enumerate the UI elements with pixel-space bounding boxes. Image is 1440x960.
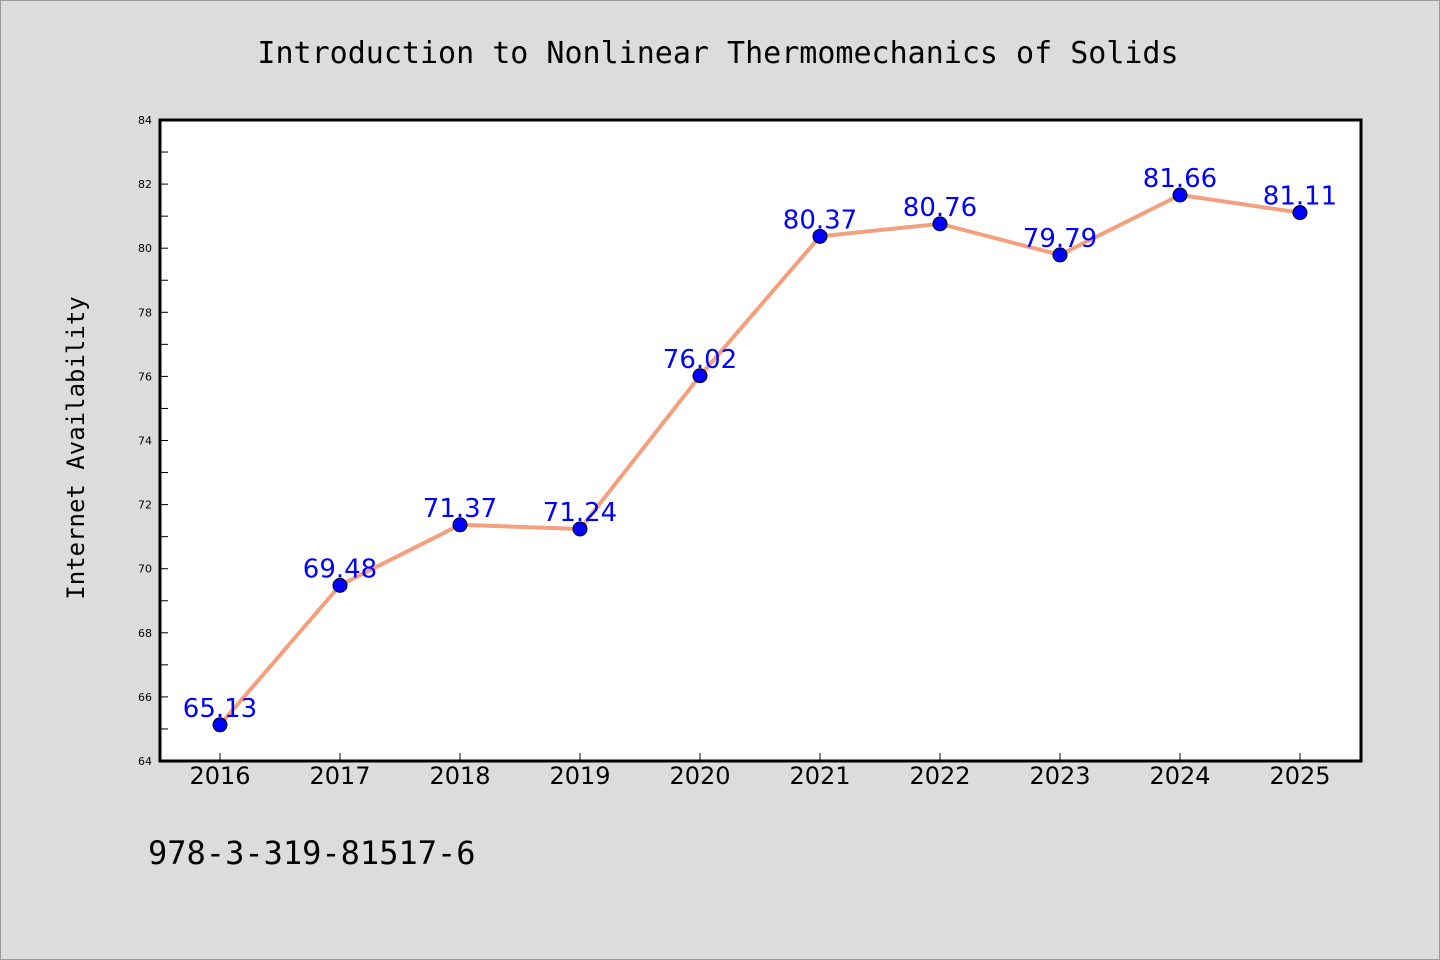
data-label: 81.66 bbox=[1143, 164, 1217, 194]
x-tick-label: 2022 bbox=[909, 762, 970, 790]
y-tick-label: 76 bbox=[138, 370, 152, 383]
data-point bbox=[452, 517, 468, 533]
y-tick-label: 66 bbox=[138, 691, 152, 704]
x-axis-ticks: 2016 2017 2018 2019 2020 2021 2022 2023 2024 2025 bbox=[189, 753, 1331, 790]
x-tick-label: 2024 bbox=[1149, 762, 1210, 790]
data-label: 71.37 bbox=[423, 494, 497, 524]
series-markers bbox=[212, 187, 1308, 733]
data-label: 79.79 bbox=[1023, 224, 1097, 254]
data-point bbox=[932, 216, 948, 232]
y-tick-label: 68 bbox=[138, 627, 152, 640]
footer-isbn: 978-3-319-81517-6 bbox=[148, 834, 476, 872]
x-tick-label: 2020 bbox=[669, 762, 730, 790]
y-tick-label: 70 bbox=[138, 563, 152, 576]
x-tick-label: 2019 bbox=[549, 762, 610, 790]
data-label: 80.37 bbox=[783, 205, 857, 235]
data-point bbox=[812, 228, 828, 244]
data-point bbox=[332, 577, 348, 593]
x-tick-label: 2021 bbox=[789, 762, 850, 790]
data-point bbox=[1052, 247, 1068, 263]
y-axis-label: Internet Availability bbox=[62, 296, 90, 599]
x-tick-label: 2025 bbox=[1269, 762, 1330, 790]
data-point bbox=[692, 368, 708, 384]
y-tick-label: 82 bbox=[138, 178, 152, 191]
plot-border bbox=[158, 118, 1363, 763]
y-tick-label: 64 bbox=[138, 755, 152, 768]
y-tick-label: 84 bbox=[138, 114, 152, 127]
data-label: 81.11 bbox=[1263, 182, 1337, 212]
y-tick-label: 80 bbox=[138, 242, 152, 255]
data-point bbox=[212, 717, 228, 733]
x-tick-label: 2023 bbox=[1029, 762, 1090, 790]
y-tick-label: 78 bbox=[138, 306, 152, 319]
data-label: 69.48 bbox=[303, 554, 377, 584]
data-label: 71.24 bbox=[543, 498, 617, 528]
data-label: 65.13 bbox=[183, 694, 257, 724]
y-tick-label: 74 bbox=[138, 435, 152, 448]
data-label: 80.76 bbox=[903, 193, 977, 223]
data-point bbox=[1172, 187, 1188, 203]
series-data-labels: 65.13 69.48 71.37 71.24 76.02 80.37 80.76 79.79… bbox=[183, 164, 1337, 724]
data-point bbox=[1292, 205, 1308, 221]
data-label: 76.02 bbox=[663, 345, 737, 375]
plot-area bbox=[160, 120, 1361, 761]
x-tick-label: 2016 bbox=[189, 762, 250, 790]
series-line bbox=[218, 192, 1301, 727]
data-point bbox=[572, 521, 588, 537]
series-lines bbox=[218, 192, 1301, 727]
x-tick-label: 2017 bbox=[309, 762, 370, 790]
y-tick-label: 72 bbox=[138, 499, 152, 512]
chart-title: Introduction to Nonlinear Thermomechanic… bbox=[257, 36, 1178, 71]
x-tick-label: 2018 bbox=[429, 762, 490, 790]
